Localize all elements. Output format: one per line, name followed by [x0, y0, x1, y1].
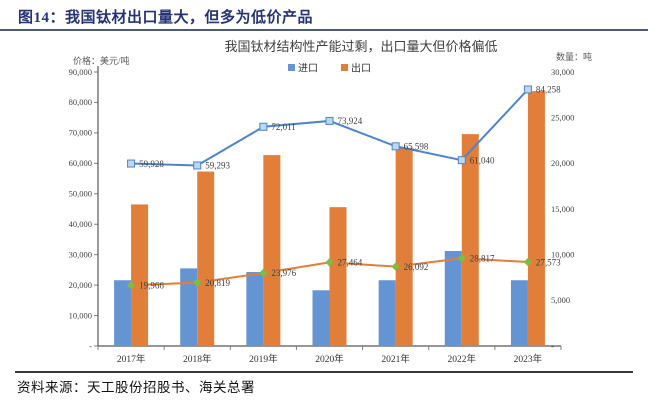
data-label: 19,966: [139, 280, 164, 290]
title-divider: [0, 29, 648, 31]
data-label: 20,819: [205, 278, 230, 288]
x-category-label: 2018年: [183, 353, 212, 365]
bar-import: [114, 280, 132, 346]
left-tick-label: 90,000: [69, 67, 92, 77]
data-label: 23,976: [271, 268, 296, 278]
left-axis-title: 价格：美元/吨: [73, 55, 130, 66]
bar-import: [378, 280, 396, 346]
x-category-label: 2020年: [315, 353, 344, 365]
marker-square: [325, 116, 334, 125]
marker-square: [127, 159, 136, 168]
data-label: 61,040: [470, 155, 495, 165]
data-label: 73,924: [338, 116, 363, 126]
marker-square: [391, 142, 400, 151]
x-category-label: 2021年: [381, 353, 410, 365]
left-tick-label: 20,000: [69, 280, 92, 290]
bar-export: [131, 204, 149, 346]
data-label: 28,817: [470, 253, 495, 263]
left-tick-label: 80,000: [69, 97, 92, 107]
marker-diamond: [457, 254, 467, 263]
left-tick-label: -: [89, 341, 92, 351]
bar-import: [312, 290, 330, 346]
bar-export: [461, 134, 479, 346]
marker-square: [457, 156, 466, 165]
right-axis-title: 数量：吨: [556, 51, 592, 62]
right-tick-label: 10,000: [551, 249, 574, 259]
legend-swatch: [341, 64, 348, 71]
marker-diamond: [259, 268, 268, 278]
x-category-label: 2017年: [117, 353, 146, 365]
marker-diamond: [391, 262, 400, 271]
bar-export: [197, 171, 215, 346]
left-tick-label: 60,000: [69, 158, 92, 168]
bar-export: [395, 147, 413, 346]
bar-import: [246, 272, 264, 346]
marker-diamond: [192, 278, 202, 287]
right-tick-label: 30,000: [551, 67, 574, 77]
marker-diamond: [126, 280, 136, 290]
left-tick-label: 30,000: [69, 249, 92, 259]
x-category-label: 2022年: [448, 353, 477, 365]
bar-import: [180, 268, 198, 346]
bar-export: [329, 207, 347, 346]
data-label: 65,598: [404, 141, 429, 151]
left-tick-label: 50,000: [69, 189, 92, 199]
bar-import: [444, 251, 462, 346]
marker-square: [523, 85, 532, 94]
bar-import: [510, 280, 528, 346]
right-tick-label: 5,000: [551, 295, 570, 305]
data-label: 27,464: [338, 258, 363, 268]
marker-square: [193, 161, 202, 170]
marker-diamond: [325, 258, 334, 267]
source-note: 资料来源：天工股份招股书、海关总署: [17, 380, 255, 395]
data-label: 59,293: [205, 161, 230, 171]
bar-export: [527, 91, 545, 347]
right-tick-label: 20,000: [551, 158, 574, 168]
x-category-label: 2019年: [249, 353, 278, 365]
figure-title: 图14：我国钛材出口量大，但多为低价产品: [18, 10, 314, 26]
left-tick-label: 10,000: [69, 310, 92, 320]
data-label: 84,258: [536, 85, 561, 95]
left-tick-label: 40,000: [69, 219, 92, 229]
marker-square: [259, 122, 268, 131]
source-divider: [15, 371, 633, 373]
data-label: 72,011: [271, 122, 295, 132]
right-tick-label: 15,000: [551, 204, 574, 214]
bar-export: [263, 155, 281, 346]
line-import-price: [131, 88, 529, 167]
data-label: 26,092: [404, 262, 429, 272]
x-category-label: 2023年: [514, 353, 543, 365]
data-label: 59,928: [139, 159, 164, 169]
legend-label: 进口: [298, 63, 318, 75]
left-tick-label: 70,000: [69, 128, 92, 138]
chart-area: 我国钛材结构性产能过剩，出口量大但价格偏低进口 出口 价格：美元/吨 数量：吨 90,0…: [0, 33, 648, 369]
chart-title: 我国钛材结构性产能过剩，出口量大但价格偏低: [224, 39, 497, 54]
legend-swatch: [288, 64, 295, 71]
right-tick-label: 25,000: [551, 112, 574, 122]
data-label: 27,573: [536, 257, 561, 267]
legend-label: 出口: [351, 62, 371, 75]
